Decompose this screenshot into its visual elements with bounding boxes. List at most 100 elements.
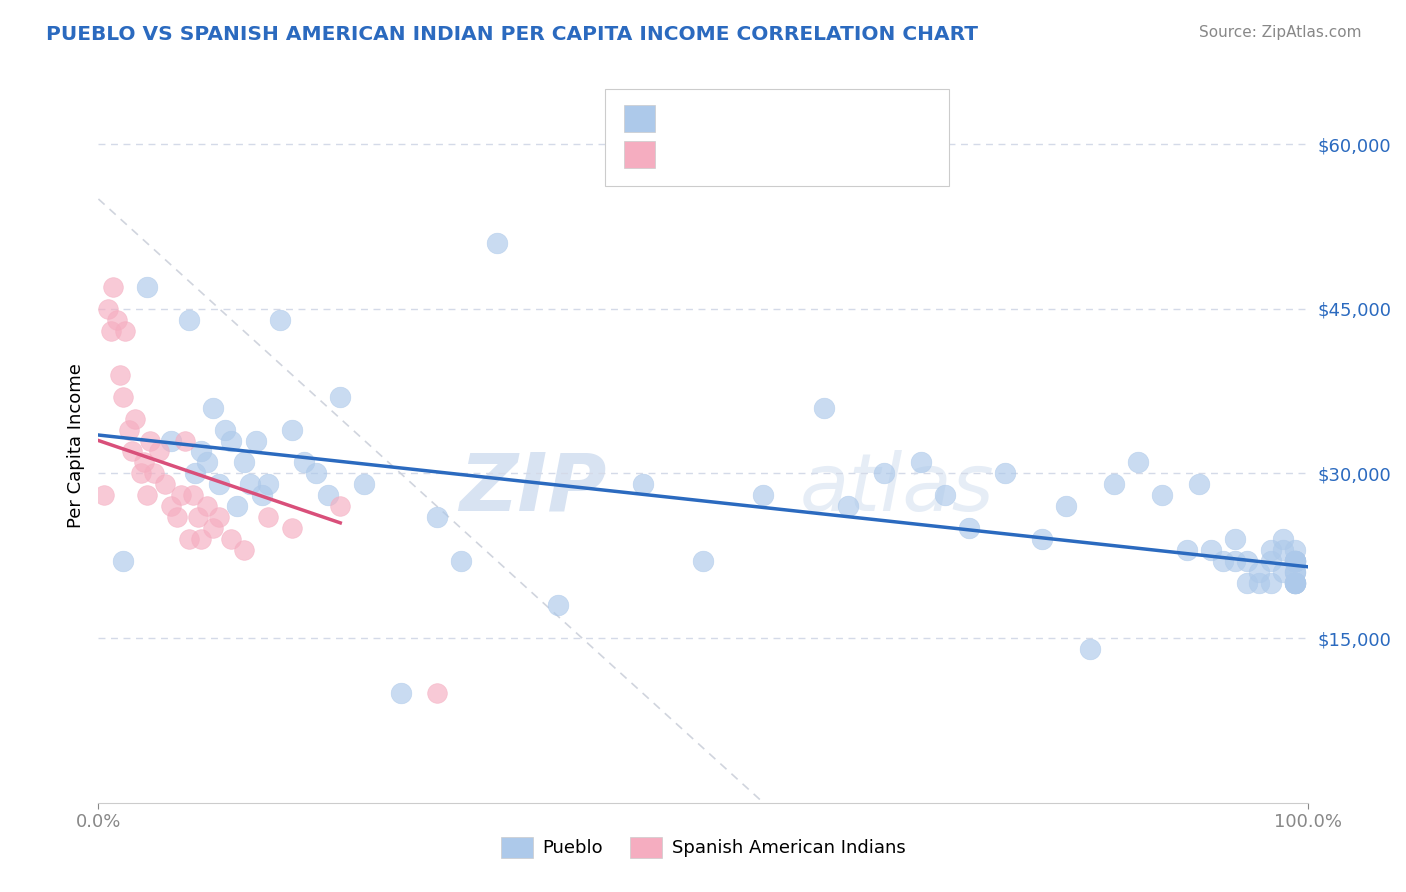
Point: [752, 488, 775, 502]
Point: [1031, 533, 1053, 547]
Point: [124, 411, 146, 425]
Point: [329, 500, 352, 514]
Point: [1272, 566, 1295, 580]
Point: [134, 455, 156, 469]
Point: [108, 368, 131, 382]
Point: [139, 434, 162, 448]
Point: [93, 488, 115, 502]
Point: [1284, 576, 1306, 591]
Point: [1284, 554, 1306, 568]
Point: [105, 312, 128, 326]
Point: [631, 477, 654, 491]
Point: [135, 280, 157, 294]
Point: [232, 543, 254, 558]
Y-axis label: Per Capita Income: Per Capita Income: [66, 364, 84, 528]
Point: [226, 500, 249, 514]
Point: [1284, 576, 1306, 591]
Point: [143, 467, 166, 481]
Point: [179, 533, 201, 547]
Point: [1236, 554, 1258, 568]
Point: [1284, 566, 1306, 580]
Point: [111, 390, 134, 404]
Point: [1249, 576, 1271, 591]
Point: [1284, 554, 1306, 568]
Point: [316, 488, 339, 502]
Point: [195, 500, 218, 514]
Point: [1223, 554, 1246, 568]
Text: ZIP: ZIP: [458, 450, 606, 528]
Point: [160, 434, 183, 448]
Text: R =: R =: [665, 145, 703, 163]
Point: [187, 510, 209, 524]
Point: [245, 434, 267, 448]
Point: [111, 554, 134, 568]
Point: [1223, 533, 1246, 547]
Point: [1284, 566, 1306, 580]
Point: [118, 423, 141, 437]
Point: [221, 533, 243, 547]
Point: [1175, 543, 1198, 558]
Point: [208, 477, 231, 491]
Point: [292, 455, 315, 469]
Point: [1236, 576, 1258, 591]
Text: PUEBLO VS SPANISH AMERICAN INDIAN PER CAPITA INCOME CORRELATION CHART: PUEBLO VS SPANISH AMERICAN INDIAN PER CA…: [46, 25, 979, 44]
Point: [1260, 543, 1282, 558]
Point: [239, 477, 262, 491]
Point: [353, 477, 375, 491]
Point: [190, 533, 212, 547]
Point: [101, 280, 124, 294]
Point: [100, 324, 122, 338]
Point: [1260, 554, 1282, 568]
Point: [97, 301, 120, 316]
Point: [269, 312, 291, 326]
Point: [1284, 554, 1306, 568]
Point: [202, 401, 225, 415]
Point: [1284, 554, 1306, 568]
Point: [174, 434, 197, 448]
Point: [873, 467, 896, 481]
Text: -0.556: -0.556: [707, 110, 769, 128]
Point: [135, 488, 157, 502]
Point: [1102, 477, 1125, 491]
Point: [486, 235, 509, 250]
Point: [1284, 576, 1306, 591]
Point: [169, 488, 191, 502]
Text: atlas: atlas: [800, 450, 994, 528]
Point: [214, 423, 236, 437]
Text: Source: ZipAtlas.com: Source: ZipAtlas.com: [1198, 25, 1361, 40]
Point: [692, 554, 714, 568]
Point: [1284, 543, 1306, 558]
Point: [1054, 500, 1077, 514]
Point: [160, 500, 183, 514]
Point: [1199, 543, 1222, 558]
Text: N =: N =: [792, 145, 841, 163]
Point: [202, 521, 225, 535]
Point: [1272, 533, 1295, 547]
Point: [281, 423, 304, 437]
Point: [190, 444, 212, 458]
Point: [389, 686, 412, 700]
Point: [129, 467, 152, 481]
Text: N =: N =: [792, 110, 841, 128]
Point: [957, 521, 980, 535]
Point: [1249, 566, 1271, 580]
Point: [232, 455, 254, 469]
Point: [114, 324, 136, 338]
Point: [281, 521, 304, 535]
Point: [426, 686, 449, 700]
Point: [1212, 554, 1234, 568]
Point: [910, 455, 932, 469]
Point: [1078, 642, 1101, 657]
Point: [450, 554, 472, 568]
Text: 35: 35: [837, 145, 860, 163]
Point: [148, 444, 170, 458]
Point: [166, 510, 188, 524]
Point: [329, 390, 352, 404]
Point: [181, 488, 204, 502]
Point: [250, 488, 273, 502]
Point: [547, 598, 569, 612]
Point: [1188, 477, 1211, 491]
Point: [1272, 543, 1295, 558]
Legend: Pueblo, Spanish American Indians: Pueblo, Spanish American Indians: [494, 830, 912, 865]
Point: [208, 510, 231, 524]
